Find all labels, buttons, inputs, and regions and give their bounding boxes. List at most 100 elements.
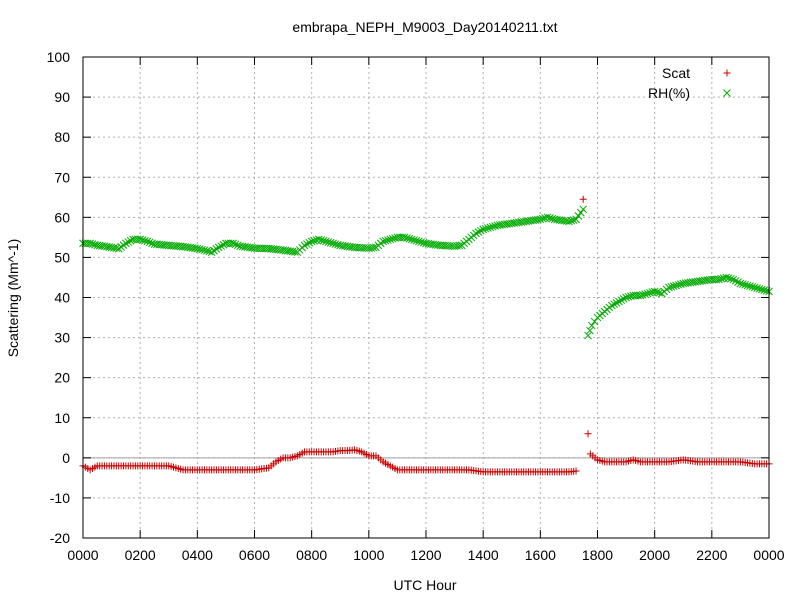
data-point (584, 430, 592, 438)
x-tick-label: 0200 (125, 547, 156, 563)
data-point (543, 213, 552, 222)
data-point (417, 238, 426, 246)
data-point (748, 282, 757, 291)
data-point (474, 228, 483, 236)
data-point (300, 241, 309, 250)
data-point (217, 242, 226, 250)
data-point (643, 289, 652, 298)
data-point (610, 300, 619, 309)
data-point (586, 326, 594, 335)
data-point (612, 298, 621, 307)
data-point (734, 278, 742, 286)
data-point (667, 282, 676, 291)
series-rh (79, 205, 773, 340)
data-point (419, 238, 428, 247)
x-tick-label: 0800 (296, 547, 327, 563)
x-axis-label: UTC Hour (393, 577, 456, 593)
y-axis-label: Scattering (Mm^-1) (5, 239, 21, 358)
data-point (143, 237, 152, 246)
y-tick-label: 20 (54, 370, 70, 386)
x-tick-label: 0400 (182, 547, 213, 563)
y-tick-label: -20 (50, 530, 70, 546)
legend-label: Scat (662, 65, 690, 81)
y-tick-label: 100 (47, 49, 71, 65)
data-point (479, 225, 488, 234)
data-point (727, 274, 735, 283)
data-point (481, 224, 490, 233)
data-point (191, 244, 199, 253)
x-tick-label: 2200 (696, 547, 727, 563)
legend-marker (723, 89, 731, 97)
data-point (124, 238, 133, 246)
data-point (148, 239, 156, 248)
data-point (565, 217, 573, 226)
y-tick-label: 90 (54, 89, 70, 105)
data-point (334, 240, 342, 249)
data-point (322, 237, 330, 246)
data-point (736, 279, 745, 288)
data-point (415, 237, 423, 246)
x-tick-label: 1400 (468, 547, 499, 563)
y-tick-label: 50 (54, 249, 70, 265)
data-point (567, 216, 576, 225)
data-point (219, 240, 228, 249)
data-point (576, 208, 585, 217)
data-point (472, 229, 480, 238)
data-point (724, 274, 733, 282)
data-point (291, 248, 299, 256)
x-tick-label: 0600 (239, 547, 270, 563)
data-point (384, 236, 392, 244)
data-point (233, 241, 242, 250)
data-point (226, 239, 235, 248)
data-point (548, 214, 557, 223)
data-point (722, 273, 730, 282)
plot-series (79, 195, 773, 476)
series-scat (79, 195, 773, 476)
data-point (379, 237, 387, 246)
data-point (198, 245, 206, 254)
data-point (214, 243, 223, 252)
x-axis-ticks: 0000 0200 0400 0600 0800 1000 1200 1400 1600 1800… (67, 57, 785, 563)
x-tick-label: 1200 (410, 547, 441, 563)
y-tick-label: 30 (54, 330, 70, 346)
data-point (536, 215, 545, 224)
data-point (665, 283, 673, 292)
data-point (717, 274, 726, 283)
data-point (624, 292, 633, 301)
y-tick-label: 70 (54, 169, 70, 185)
data-point (731, 276, 740, 285)
data-point (534, 215, 542, 224)
y-tick-label: -10 (50, 490, 70, 506)
x-tick-label: 2000 (639, 547, 670, 563)
data-point (145, 238, 154, 247)
data-point (210, 246, 218, 255)
data-point (205, 247, 214, 256)
legend-label: RH(%) (648, 85, 690, 101)
data-point (574, 212, 583, 220)
data-point (386, 235, 395, 244)
data-point (195, 245, 204, 253)
data-point (307, 237, 316, 246)
data-point (569, 216, 578, 224)
data-point (122, 239, 130, 248)
data-point (455, 241, 464, 250)
data-point (305, 238, 314, 247)
data-point (619, 294, 628, 303)
y-tick-label: 60 (54, 209, 70, 225)
data-point (738, 280, 747, 288)
y-tick-label: 0 (62, 450, 70, 466)
data-point (303, 240, 311, 248)
data-point (400, 233, 409, 242)
data-point (622, 293, 630, 302)
data-point (677, 280, 685, 288)
data-point (88, 240, 97, 248)
data-point (486, 223, 495, 232)
data-point (310, 236, 318, 245)
data-point (546, 214, 554, 222)
data-point (636, 291, 645, 300)
data-point (674, 280, 683, 289)
data-point (538, 214, 547, 223)
data-point (200, 246, 209, 255)
data-point (86, 239, 94, 248)
